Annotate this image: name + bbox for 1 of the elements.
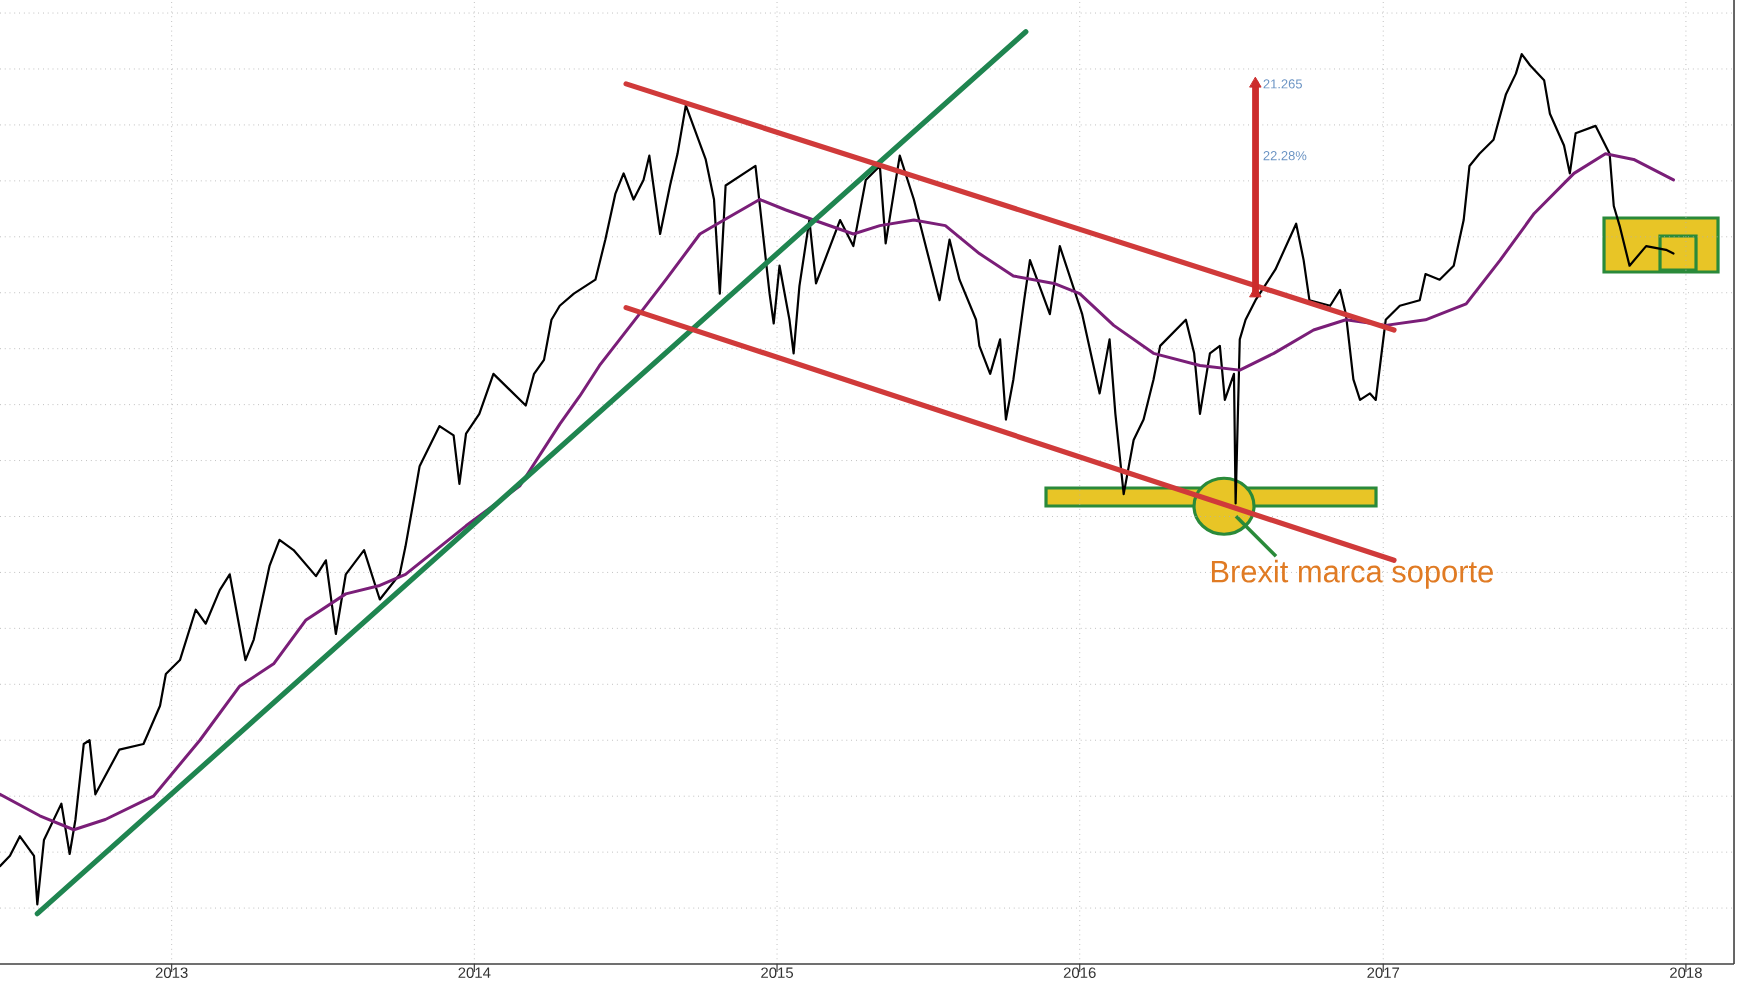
annotation: Brexit marca soporte (1211, 559, 1493, 589)
